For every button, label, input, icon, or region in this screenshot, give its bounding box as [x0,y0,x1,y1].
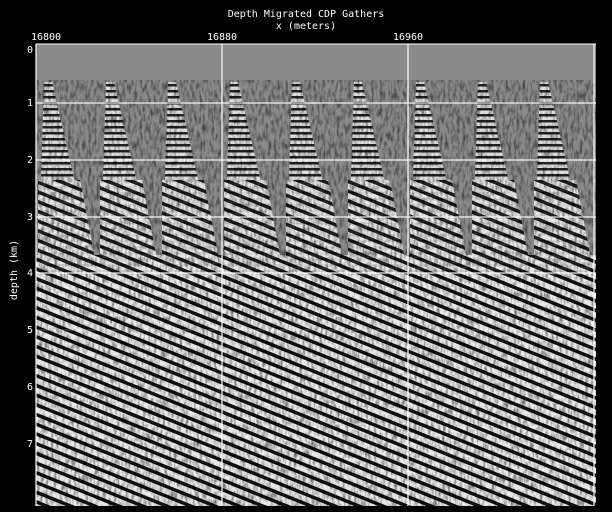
y-tick-label: 4 [27,268,33,279]
y-tick-label: 3 [27,212,33,223]
subtitle: x (meters) [276,21,336,32]
x-tick-label: 16800 [31,32,61,43]
y-tick-label: 7 [27,439,33,450]
noise-overlay [36,80,596,510]
x-tick-label: 16880 [207,32,237,43]
y-tick-label: 1 [27,98,33,109]
y-tick-label: 5 [27,325,33,336]
y-axis-title: depth (km) [9,240,20,300]
seismic-figure: Depth Migrated CDP Gathers x (meters) 16… [0,0,612,512]
x-tick-label: 16960 [393,32,423,43]
page: Depth Migrated CDP Gathers x (meters) 16… [0,0,612,512]
seismic-traces [36,80,596,512]
y-tick-label: 2 [27,155,33,166]
title: Depth Migrated CDP Gathers [228,9,385,20]
y-tick-label: 6 [27,382,33,393]
y-tick-label: 0 [27,45,33,56]
